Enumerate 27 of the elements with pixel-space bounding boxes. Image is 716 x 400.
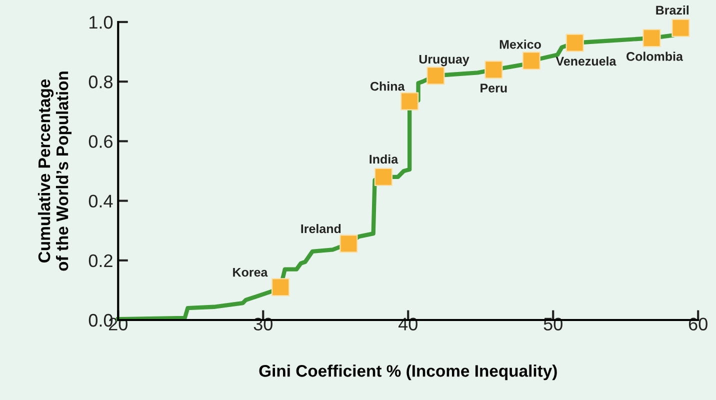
- y-axis-title: Cumulative Percentage of the World’s Population: [38, 72, 72, 271]
- y-tick-label: 1.0: [90, 16, 113, 29]
- annotation: China: [370, 82, 405, 91]
- point: [426, 66, 445, 85]
- point: [642, 29, 661, 48]
- point: [271, 278, 290, 296]
- annotation: Brazil: [656, 5, 689, 15]
- annotation: India: [370, 154, 398, 164]
- annotation: Uruguay: [419, 54, 470, 66]
- annotation: Ireland: [301, 224, 341, 234]
- y-tick-label: 0.2: [88, 254, 112, 268]
- annotation: Colombia: [626, 52, 684, 61]
- point: [672, 18, 690, 38]
- y-tick-label: 0.6: [88, 135, 112, 148]
- point: [374, 168, 393, 186]
- point: [566, 34, 584, 52]
- annotation: Peru: [480, 84, 507, 92]
- y-tick-label: 0.4: [88, 194, 113, 208]
- point: [340, 234, 358, 253]
- point: [522, 52, 540, 70]
- x-axis-title: Gini Coefficient % (Income Inequality): [259, 364, 557, 380]
- annotation: Mexico: [500, 40, 541, 49]
- annotation: Venezuela: [556, 56, 616, 66]
- point: [400, 92, 419, 110]
- y-tick-label: 0.8: [88, 76, 112, 88]
- point: [484, 60, 503, 79]
- annotation: Korea: [233, 268, 268, 277]
